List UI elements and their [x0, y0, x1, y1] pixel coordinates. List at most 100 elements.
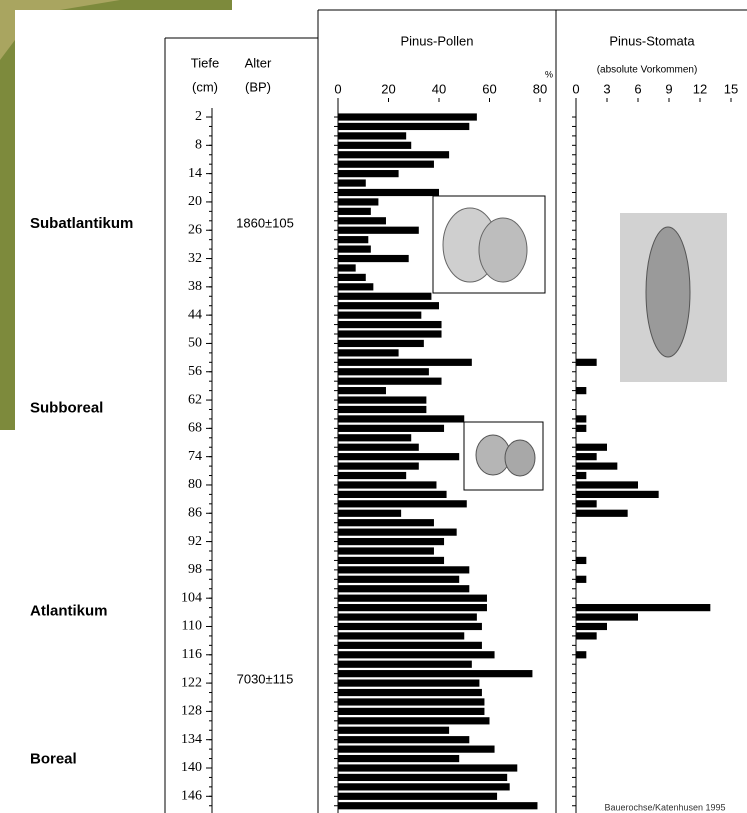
bar: [338, 340, 424, 347]
zone-label: Atlantikum: [30, 602, 108, 619]
bar: [338, 387, 386, 394]
bar: [576, 359, 597, 366]
bar: [338, 755, 459, 762]
bar: [338, 774, 507, 781]
bar: [338, 519, 434, 526]
depth-tick-label: 56: [188, 364, 202, 379]
bar: [338, 246, 371, 253]
bar: [576, 500, 597, 507]
bar: [338, 708, 484, 715]
chart: Tiefe (cm) Alter (BP) Pinus-Pollen % Pin…: [0, 0, 747, 813]
depth-tick-label: 50: [188, 336, 202, 351]
bar: [576, 453, 597, 460]
zone-label: Boreal: [30, 750, 77, 767]
depth-tick-label: 128: [181, 704, 202, 719]
age-label: 7030±115: [237, 672, 294, 687]
bar: [576, 425, 586, 432]
x-tick-label: 80: [533, 81, 547, 96]
bar: [338, 566, 469, 573]
depth-tick-label: 62: [188, 392, 202, 407]
x-tick-label: 12: [693, 81, 707, 96]
bar: [338, 783, 510, 790]
bar: [338, 321, 442, 328]
bar: [338, 255, 409, 262]
stomata-image-cell: [646, 227, 690, 357]
unit-label: %: [545, 69, 553, 79]
x-tick-label: 20: [381, 81, 395, 96]
x-tick-label: 3: [603, 81, 610, 96]
bar: [576, 576, 586, 583]
bar: [338, 444, 419, 451]
depth-tick-label: 140: [181, 760, 202, 775]
x-tick-label: 0: [572, 81, 579, 96]
bar: [338, 142, 411, 149]
x-tick-label: 60: [482, 81, 496, 96]
bar: [576, 623, 607, 630]
bar: [338, 491, 447, 498]
depth-tick-label: 104: [181, 590, 202, 605]
bar: [338, 227, 419, 234]
bar: [338, 746, 495, 753]
depth-tick-label: 86: [188, 505, 202, 520]
depth-tick-label: 14: [188, 166, 202, 181]
depth-tick-label: 8: [195, 138, 202, 153]
bar: [576, 387, 586, 394]
bar: [338, 500, 467, 507]
bar: [338, 170, 399, 177]
bar: [338, 151, 449, 158]
bar: [338, 613, 477, 620]
depth-tick-label: 98: [188, 562, 202, 577]
bar: [338, 547, 434, 554]
page: Tiefe (cm) Alter (BP) Pinus-Pollen % Pin…: [0, 0, 747, 813]
bar: [338, 123, 469, 130]
age-header: Alter: [245, 55, 272, 70]
bar: [338, 208, 371, 215]
bar: [576, 491, 659, 498]
pollen-image-grain: [505, 440, 535, 476]
bar: [338, 264, 356, 271]
bar: [338, 642, 482, 649]
bar: [338, 198, 378, 205]
bar: [338, 717, 490, 724]
bar: [338, 802, 537, 809]
bar: [338, 406, 426, 413]
x-tick-label: 0: [334, 81, 341, 96]
panel-title: Pinus-Stomata: [609, 33, 695, 48]
bar: [338, 368, 429, 375]
x-tick-label: 9: [665, 81, 672, 96]
depth-header: Tiefe: [191, 55, 219, 70]
bar: [338, 312, 421, 319]
bar: [338, 283, 373, 290]
pollen-image-grain: [479, 218, 527, 282]
bar: [338, 632, 464, 639]
bar: [576, 604, 710, 611]
bar: [338, 736, 469, 743]
bar: [576, 444, 607, 451]
bar: [576, 632, 597, 639]
bar: [338, 462, 419, 469]
bar: [338, 274, 366, 281]
bar: [338, 434, 411, 441]
panel-title: Pinus-Pollen: [401, 33, 474, 48]
bar: [338, 679, 479, 686]
bar: [338, 189, 439, 196]
bar: [338, 510, 401, 517]
bar: [338, 472, 406, 479]
depth-tick-label: 92: [188, 534, 202, 549]
bar: [338, 179, 366, 186]
depth-tick-label: 146: [181, 789, 202, 804]
bar: [338, 689, 482, 696]
bar: [338, 302, 439, 309]
zone-label: Subatlantikum: [30, 215, 133, 232]
depth-tick-label: 44: [188, 307, 202, 322]
bar: [338, 764, 517, 771]
depth-tick-label: 74: [188, 449, 202, 464]
bar: [338, 293, 431, 300]
bar: [338, 330, 442, 337]
bar: [338, 236, 368, 243]
x-tick-label: 40: [432, 81, 446, 96]
depth-tick-label: 2: [195, 109, 202, 124]
bar: [338, 595, 487, 602]
depth-tick-label: 110: [182, 619, 202, 634]
bar: [338, 359, 472, 366]
